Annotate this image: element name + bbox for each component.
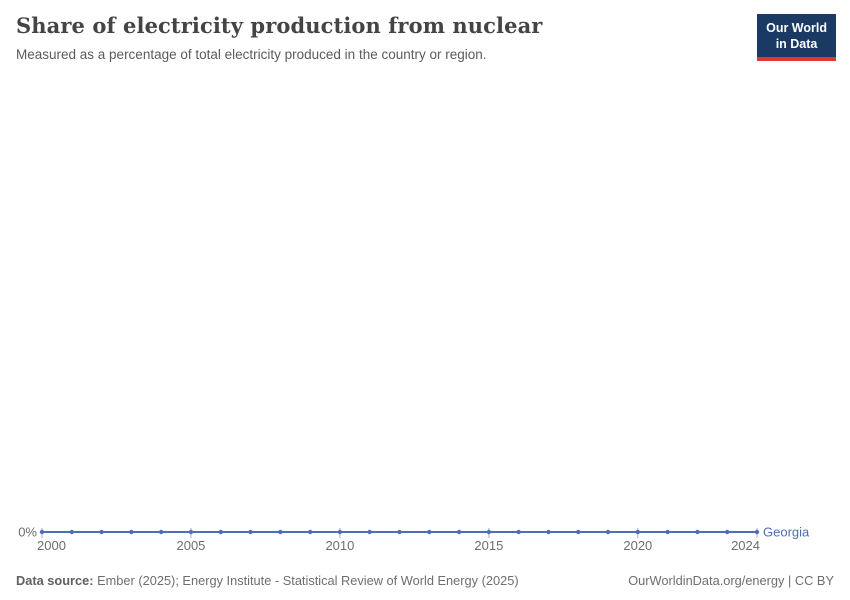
data-point[interactable] [516,529,521,535]
x-axis-label: 2024 [731,538,760,553]
data-source-label: Data source: [16,573,94,588]
series-end-label[interactable]: Georgia [763,525,810,540]
data-point[interactable] [486,529,492,535]
data-point[interactable] [39,529,45,535]
data-point[interactable] [665,529,670,535]
data-point[interactable] [456,529,462,535]
chart-header: Share of electricity production from nuc… [16,13,750,64]
data-point[interactable] [367,529,372,535]
data-point[interactable] [546,529,551,535]
x-axis-label: 2010 [325,538,354,553]
x-axis-label: 2020 [623,538,652,553]
data-point[interactable] [754,529,760,535]
data-point[interactable] [188,529,194,535]
data-point[interactable] [248,529,253,535]
chart-subtitle: Measured as a percentage of total electr… [16,47,487,63]
data-point[interactable] [576,529,581,535]
data-source-note: Data source: Ember (2025); Energy Instit… [16,573,519,588]
data-point[interactable] [218,529,223,535]
owid-logo-line2: in Data [775,36,818,51]
data-point[interactable] [99,529,104,535]
x-axis-label: 2000 [37,538,66,553]
data-point[interactable] [307,529,313,535]
y-axis-label: 0% [18,525,37,540]
data-point[interactable] [278,529,283,535]
chart-footer: Data source: Ember (2025); Energy Instit… [16,573,834,588]
data-point[interactable] [129,529,134,535]
data-point[interactable] [605,529,611,535]
owid-logo-line1: Our World [766,21,827,35]
data-point[interactable] [158,529,164,535]
data-point[interactable] [337,529,343,535]
x-axis-label: 2005 [176,538,205,553]
data-point[interactable] [635,529,641,535]
data-point[interactable] [397,529,402,535]
x-axis-label: 2015 [474,538,503,553]
footer-link[interactable]: OurWorldinData.org/energy | CC BY [628,573,834,588]
chart-title: Share of electricity production from nuc… [16,13,543,38]
data-point[interactable] [725,529,730,535]
data-point[interactable] [427,529,432,535]
data-point[interactable] [695,529,700,535]
data-point[interactable] [69,529,74,535]
data-source-text: Ember (2025); Energy Institute - Statist… [93,573,519,588]
owid-logo[interactable]: Our World in Data [757,14,836,62]
